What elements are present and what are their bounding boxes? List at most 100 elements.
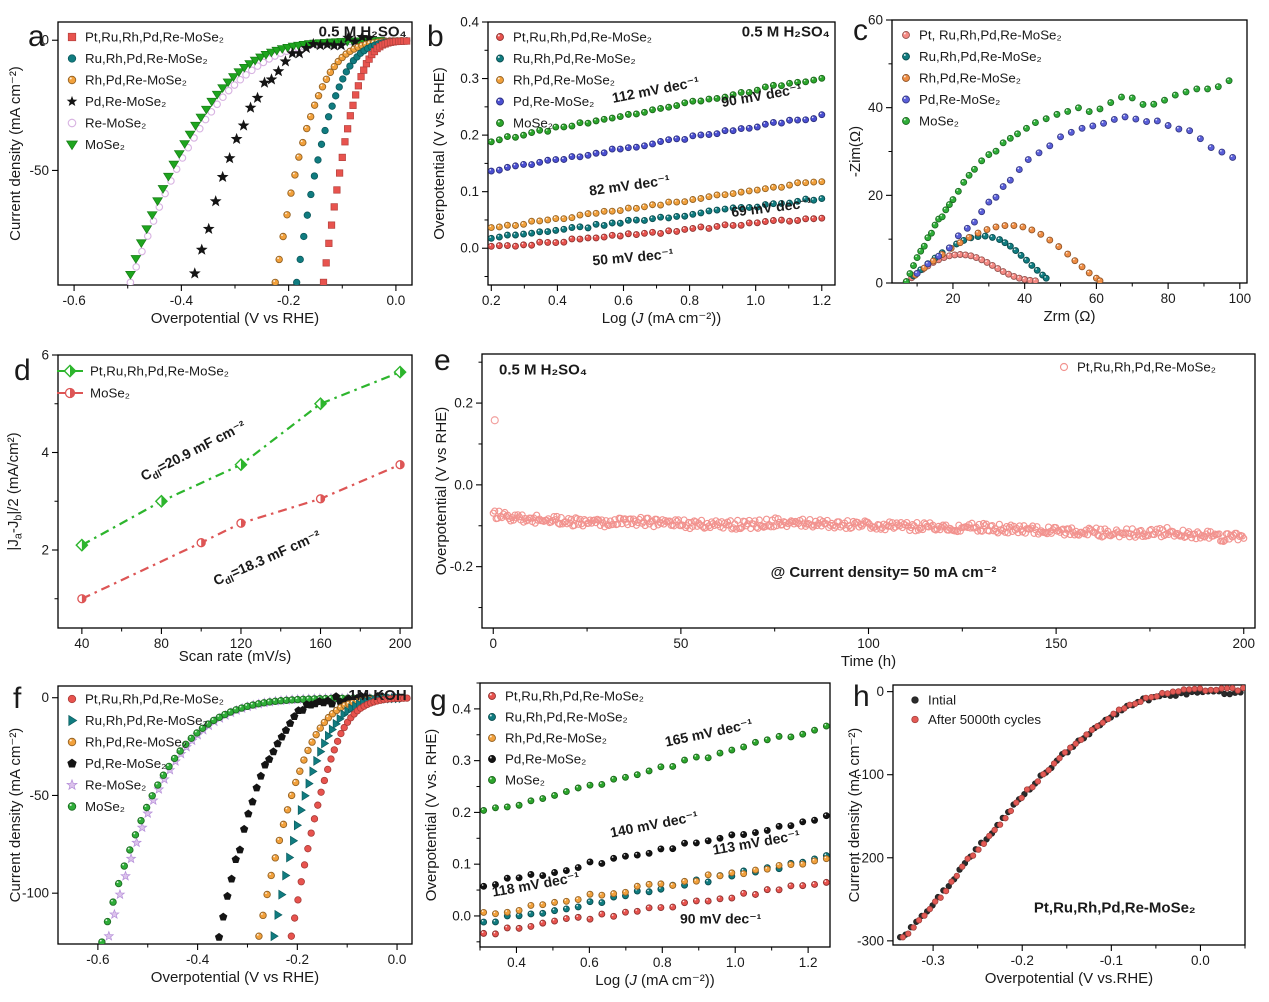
panel-f-annotation-0: 1M KOH <box>348 687 406 704</box>
panel-e-legend: Pt,Ru,Rh,Pd,Re-MoSe₂ <box>1059 360 1216 375</box>
svg-text:-0.6: -0.6 <box>62 293 85 308</box>
legend-label: Pt,Ru,Rh,Pd,Re-MoSe₂ <box>90 364 229 379</box>
svg-text:0.0: 0.0 <box>452 908 471 923</box>
svg-text:0.2: 0.2 <box>460 128 479 143</box>
svg-text:0.4: 0.4 <box>548 293 567 308</box>
panel-d-cdl: d 40 80 120 160 200 2 4 6 Scan rate (mV/s) |Ja-Jb|… <box>0 340 430 670</box>
panel-e-series <box>489 416 1248 546</box>
panel-a-x-axis-label: Overpotential (V vs RHE) <box>151 310 319 327</box>
panel-h-series <box>896 685 1245 941</box>
legend-label: MoSe₂ <box>505 773 545 788</box>
panel-f-x-axis-label: Overpotential (V vs RHE) <box>151 969 319 986</box>
panel-a-chart: a -0.6 -0.4 -0.2 0.0 0 -50 Overpotential (V vs … <box>7 20 413 327</box>
panel-g-x-axis-label: Log (J (mA cm⁻²)) <box>595 972 715 989</box>
panel-a-letter: a <box>28 20 45 53</box>
panel-b-tafel-acid: b 0.2 0.4 0.6 0.8 1.0 1.2 0.0 0.1 0.2 0.3 0.4 Log (J… <box>420 0 845 340</box>
svg-text:0.0: 0.0 <box>387 293 406 308</box>
series-rh-pd-re-mose- <box>902 222 1104 283</box>
panel-f-chart: f -0.6 -0.4 -0.2 0.0 0 -50 -100 Overpotential (V… <box>7 682 413 986</box>
svg-text:80: 80 <box>154 636 169 651</box>
panel-b-chart: b 0.2 0.4 0.6 0.8 1.0 1.2 0.0 0.1 0.2 0.3 0.4 Log (J… <box>427 15 836 327</box>
panel-d-axes: 40 80 120 160 200 2 4 6 <box>41 348 413 651</box>
legend-label: Re-MoSe₂ <box>85 778 146 793</box>
series-pt-ru-rh-pd-re-mose- <box>480 878 830 938</box>
svg-text:0.2: 0.2 <box>452 805 471 820</box>
panel-h-axes: -0.3 -0.2 -0.1 0.0 0 -100 -200 -300 <box>857 684 1246 968</box>
legend-label: MoSe₂ <box>919 114 959 129</box>
panel-a-legend: Pt,Ru,Rh,Pd,Re-MoSe₂ Ru,Rh,Pd,Re-MoSe₂ Rh,… <box>65 30 224 152</box>
panel-c-x-axis-label: Zrm (Ω) <box>1043 308 1095 325</box>
panel-a-axes: -0.6 -0.4 -0.2 0.0 0 -50 <box>29 21 413 308</box>
panel-h-x-axis-label: Overpotential (V vs.RHE) <box>985 970 1153 987</box>
panel-b-letter: b <box>427 20 444 53</box>
panel-c-series <box>902 77 1237 283</box>
svg-text:60: 60 <box>868 13 883 28</box>
panel-g-axes: 0.4 0.6 0.8 1.0 1.2 0.0 0.1 0.2 0.3 0.4 <box>452 682 831 970</box>
legend-label: Pd,Re-MoSe₂ <box>85 94 166 109</box>
svg-text:-200: -200 <box>857 850 884 865</box>
svg-text:0.6: 0.6 <box>614 293 633 308</box>
series-ru-rh-pd-re-mose- <box>293 37 411 285</box>
panel-d-legend: Pt,Ru,Rh,Pd,Re-MoSe₂ MoSe₂ <box>57 364 229 401</box>
panel-c-y-axis-label: -Zim(Ω) <box>847 126 864 177</box>
svg-text:60: 60 <box>1089 291 1104 306</box>
svg-text:-0.4: -0.4 <box>186 952 210 967</box>
series-mose- <box>488 74 826 146</box>
svg-text:1.0: 1.0 <box>746 293 765 308</box>
panel-c-nyquist: c 20 40 60 80 100 0 20 40 60 Zrm (Ω) -Zim(Ω) Pt, Ru,… <box>845 0 1269 340</box>
legend-label: Ru,Rh,Pd,Re-MoSe₂ <box>505 710 628 725</box>
panel-g-letter: g <box>430 684 447 717</box>
panel-e-x-axis-label: Time (h) <box>841 653 896 670</box>
legend-label: Pt, Ru,Rh,Pd,Re-MoSe₂ <box>919 28 1062 43</box>
panel-e-chart: e 0 50 100 150 200 -0.2 0.0 0.2 Time (h) Overpoten… <box>433 344 1256 670</box>
legend-label: Rh,Pd,Re-MoSe₂ <box>919 71 1021 86</box>
legend-label: After 5000th cycles <box>928 712 1041 727</box>
panel-g-chart: g 0.4 0.6 0.8 1.0 1.2 0.0 0.1 0.2 0.3 0.4 Log (J (m… <box>423 682 831 989</box>
svg-text:-0.6: -0.6 <box>86 952 109 967</box>
series-outlier <box>490 416 499 425</box>
series-pt-ru-rh-pd-re-mose- <box>287 694 411 940</box>
svg-text:0.6: 0.6 <box>580 955 599 970</box>
legend-label: Pd,Re-MoSe₂ <box>513 94 594 109</box>
svg-text:40: 40 <box>74 636 89 651</box>
panel-d-annotation-1: Cdl=18.3 mF cm⁻² <box>211 527 325 592</box>
svg-text:100: 100 <box>857 636 880 651</box>
panel-d-letter: d <box>14 354 31 387</box>
svg-text:0.1: 0.1 <box>452 857 471 872</box>
legend-label: Ru,Rh,Pd,Re-MoSe₂ <box>513 51 636 66</box>
panel-b-annotation-3: 82 mV dec⁻¹ <box>588 171 671 198</box>
legend-label: Re-MoSe₂ <box>85 116 146 131</box>
svg-text:0.8: 0.8 <box>680 293 699 308</box>
panel-c-chart: c 20 40 60 80 100 0 20 40 60 Zrm (Ω) -Zim(Ω) Pt, Ru,… <box>847 13 1252 326</box>
series-pd-re-mose- <box>480 812 830 890</box>
series-rh-pd-re-mose- <box>488 178 826 232</box>
panel-f-series <box>98 691 411 944</box>
series-mose- <box>77 460 405 604</box>
legend-label: Pt,Ru,Rh,Pd,Re-MoSe₂ <box>513 30 652 45</box>
legend-label: Pt,Ru,Rh,Pd,Re-MoSe₂ <box>85 30 224 45</box>
svg-text:0: 0 <box>489 636 497 651</box>
panel-b-annotation-2: 90 mV dec⁻¹ <box>720 80 803 110</box>
panel-b-y-axis-label: Overpotential (V vs. RHE) <box>431 67 448 240</box>
panel-a-lsv-acid: a -0.6 -0.4 -0.2 0.0 0 -50 Overpotential (V vs … <box>0 0 430 340</box>
series-rh-pd-re-mose- <box>271 37 405 285</box>
svg-text:0: 0 <box>876 684 884 699</box>
panel-a-y-axis-label: Current density (mA cm⁻²) <box>7 66 24 241</box>
svg-text:50: 50 <box>673 636 688 651</box>
legend-label: MoSe₂ <box>85 137 125 152</box>
legend-label: Ru,Rh,Pd,Re-MoSe₂ <box>919 49 1042 64</box>
svg-text:-300: -300 <box>857 933 884 948</box>
svg-text:-0.2: -0.2 <box>450 559 473 574</box>
svg-text:4: 4 <box>41 445 49 460</box>
panel-e-y-axis-label: Overpotential (V vs RHE) <box>433 407 450 575</box>
panel-h-y-axis-label: Current density (mA cm⁻²) <box>846 728 863 903</box>
panel-f-letter: f <box>13 682 22 715</box>
svg-text:0.4: 0.4 <box>460 15 479 30</box>
svg-text:100: 100 <box>1229 291 1252 306</box>
panel-e-annotation-1: @ Current density= 50 mA cm⁻² <box>771 564 997 581</box>
svg-text:0.0: 0.0 <box>460 241 479 256</box>
series-mose- <box>98 694 391 944</box>
svg-text:1.2: 1.2 <box>799 955 818 970</box>
svg-text:-0.2: -0.2 <box>286 952 309 967</box>
